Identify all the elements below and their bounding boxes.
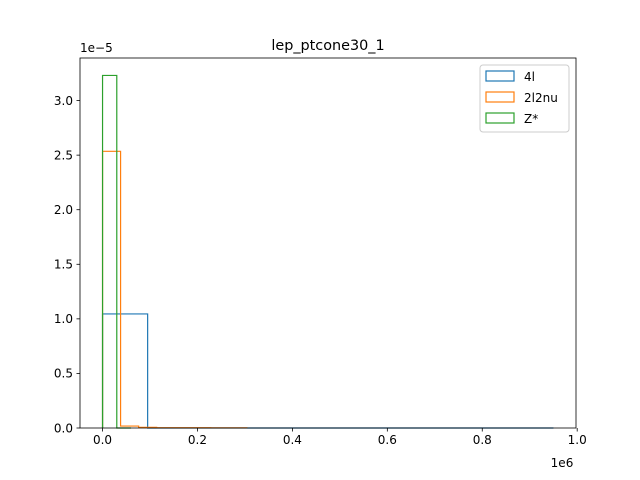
x-axis: 0.0 0.2 0.4 0.6 0.8 1.0 [93, 428, 587, 447]
legend-swatch-zstar [485, 112, 515, 124]
x-tick-label: 1.0 [568, 433, 587, 447]
legend-swatch-4l [485, 70, 515, 82]
x-tick-label: 0.0 [93, 433, 112, 447]
x-tick-label: 0.2 [188, 433, 207, 447]
y-offset-label: 1e−5 [80, 41, 113, 55]
x-tick-label: 0.8 [473, 433, 492, 447]
y-axis: 0.0 0.5 1.0 1.5 2.0 2.5 3.0 [54, 94, 80, 435]
y-tick-label: 2.0 [54, 203, 73, 217]
legend-label-2l2nu: 2l2nu [524, 91, 558, 105]
x-offset-label: 1e6 [551, 456, 574, 470]
legend-label-zstar: Z* [524, 112, 538, 126]
y-tick-label: 2.5 [54, 148, 73, 162]
y-tick-label: 0.5 [54, 367, 73, 381]
y-tick-label: 0.0 [54, 421, 73, 435]
legend-box [479, 64, 570, 133]
legend: 4l 2l2nu Z* [479, 64, 570, 133]
y-tick-label: 1.0 [54, 312, 73, 326]
legend-swatch-2l2nu [485, 91, 515, 103]
y-tick-label: 1.5 [54, 258, 73, 272]
legend-label-4l: 4l [524, 70, 535, 84]
chart-title: lep_ptcone30_1 [271, 38, 384, 54]
plot-frame [79, 57, 577, 429]
x-tick-label: 0.6 [378, 433, 397, 447]
y-tick-label: 3.0 [54, 94, 73, 108]
x-tick-label: 0.4 [283, 433, 302, 447]
